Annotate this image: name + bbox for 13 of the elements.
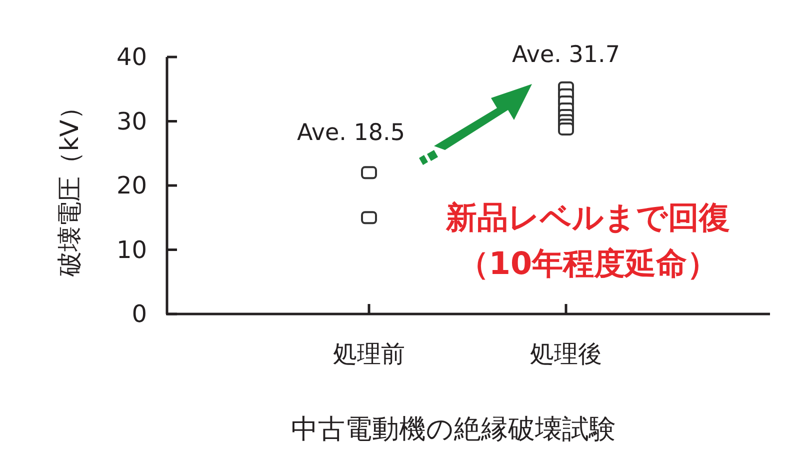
y-tick-label: 0 <box>132 300 147 328</box>
y-tick-label: 10 <box>116 236 147 264</box>
y-axis-title: 破壊電圧（kV） <box>55 94 84 278</box>
text: 中古電動機の絶縁破壊試験 <box>291 414 616 445</box>
y-tick-label: 30 <box>116 107 147 136</box>
annotation: Ave. 31.7 <box>512 42 620 68</box>
annotation: 新品レベルまで回復 <box>445 200 730 236</box>
y-tick-label: 40 <box>116 43 147 71</box>
x-tick-label: 処理後 <box>530 340 602 368</box>
x-tick-label: 処理前 <box>333 340 405 368</box>
y-tick-label: 20 <box>116 172 147 200</box>
annotation: Ave. 18.5 <box>297 120 405 146</box>
annotation: （10年程度延命） <box>458 246 718 282</box>
